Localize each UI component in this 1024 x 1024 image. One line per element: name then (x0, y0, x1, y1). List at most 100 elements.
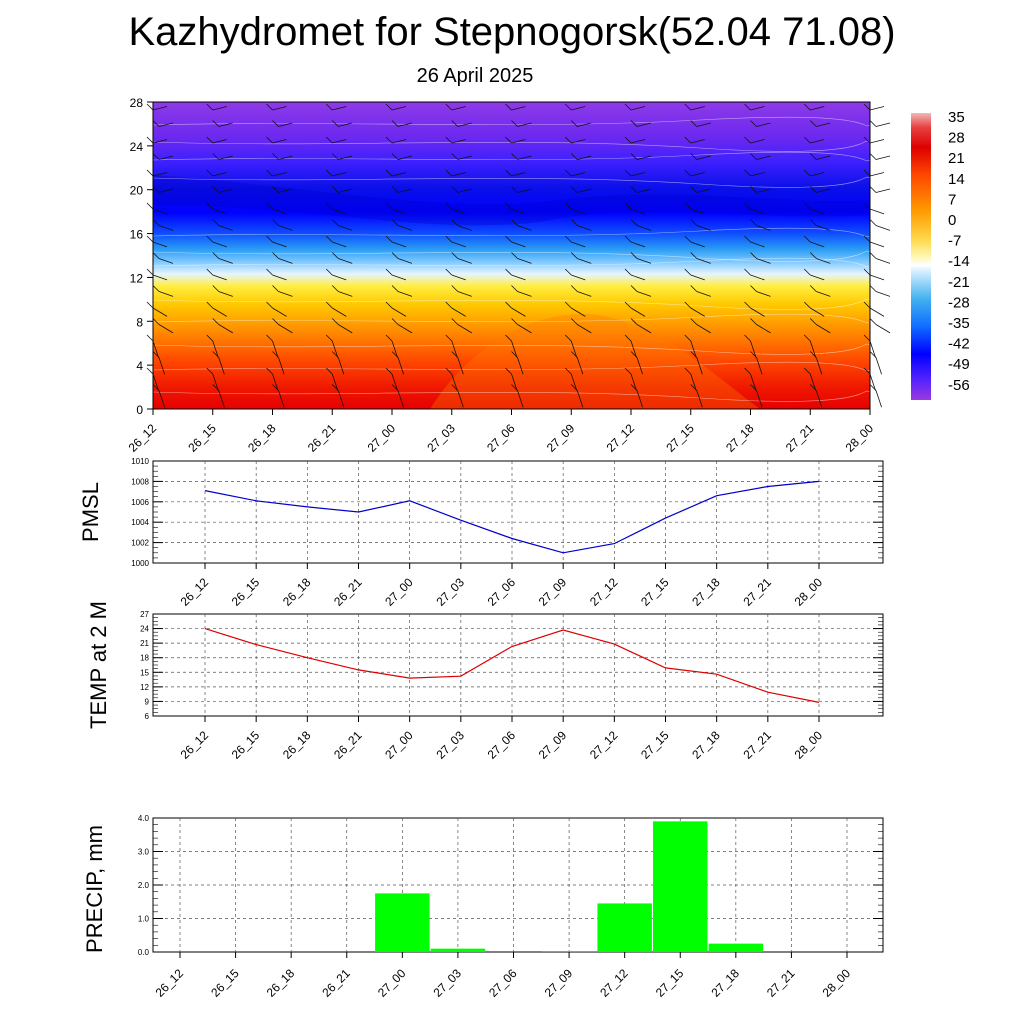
wind-barb (875, 258, 891, 264)
wind-barb (391, 241, 407, 248)
wind-barb-flag (385, 103, 393, 111)
wind-barb-flag (385, 268, 393, 276)
wind-barb-flag (212, 384, 220, 391)
wind-barb (875, 225, 891, 231)
y-axis-label: PRECIP, mm (82, 825, 107, 953)
wind-barb-flag (385, 169, 393, 177)
contour-line (152, 140, 871, 152)
wind-barb (690, 241, 705, 248)
wind-barb-flag (690, 153, 698, 160)
wind-barb-flag (505, 268, 512, 276)
wind-barb (457, 390, 464, 408)
wind-barb-flag (266, 235, 273, 243)
wind-barb-flag (445, 268, 453, 276)
wind-barb (338, 258, 353, 264)
wind-barb (397, 291, 413, 297)
wind-barb-flag (331, 252, 339, 259)
wind-barb-flag (505, 136, 512, 144)
wind-barb-flag (564, 367, 572, 375)
wind-barb-flag (690, 186, 698, 193)
wind-barb (152, 172, 168, 177)
y-tick-label: 27 (140, 610, 149, 619)
x-tick-label: 26_15 (185, 421, 219, 455)
wind-barb-flag (624, 169, 632, 177)
wind-barb (517, 390, 524, 408)
wind-barb (571, 307, 586, 317)
colorbar-label: -14 (948, 253, 970, 270)
wind-barb (869, 106, 885, 111)
wind-barb (576, 390, 584, 408)
wind-barb-flag (630, 384, 638, 391)
wind-barb-flag (272, 351, 279, 358)
colorbar-label: 7 (948, 191, 956, 208)
wind-barb (810, 274, 825, 281)
wind-barb-flag (869, 351, 877, 358)
wind-barb-flag (570, 285, 578, 292)
y-axis-label: PMSL (78, 482, 103, 542)
wind-barb-flag (684, 169, 692, 177)
wind-barb (577, 155, 592, 160)
wind-barb (212, 307, 227, 317)
colorbar (911, 113, 931, 400)
wind-barb (690, 307, 705, 317)
wind-barb-flag (325, 103, 333, 111)
wind-barb-flag (624, 202, 632, 210)
x-tick-label: 26_21 (305, 421, 339, 455)
wind-barb (152, 241, 168, 248)
wind-barb-flag (146, 301, 154, 309)
wind-barb-flag (809, 219, 817, 226)
wind-barb (756, 324, 771, 334)
wind-barb-flag (391, 318, 399, 325)
wind-barb (816, 324, 831, 334)
wind-barb (630, 139, 646, 144)
wind-barb-flag (451, 351, 459, 358)
wind-barb (630, 172, 646, 177)
wind-barb (809, 340, 817, 358)
wind-barb-flag (690, 285, 698, 292)
x-tick-label: 26_21 (331, 575, 365, 609)
colorbar-label: -28 (948, 294, 970, 311)
y-tick-label: 2.0 (138, 881, 150, 890)
wind-barb (272, 139, 287, 144)
wind-barb (577, 324, 592, 334)
wind-barb (636, 155, 652, 160)
wind-barb (332, 172, 347, 177)
wind-barb (636, 357, 643, 375)
wind-barb-flag (570, 252, 578, 259)
wind-barb (875, 390, 882, 408)
wind-barb (756, 122, 771, 127)
wind-barb-flag (445, 334, 453, 342)
wind-barb (816, 188, 831, 193)
colorbar-label: -7 (948, 233, 961, 250)
wind-barb-flag (809, 318, 817, 325)
wind-barb (451, 139, 466, 144)
wind-barb-flag (451, 285, 459, 292)
y-tick-label: 15 (140, 668, 149, 677)
y-tick-label: 0 (136, 403, 143, 417)
x-tick-label: 26_15 (208, 966, 242, 1000)
x-tick-label: 27_03 (424, 421, 458, 455)
wind-barb-flag (391, 219, 399, 226)
wind-barb (750, 340, 757, 358)
wind-barb (630, 208, 646, 215)
wind-barb (571, 172, 586, 177)
x-tick-label: 28_00 (843, 421, 877, 455)
wind-barb-flag (630, 318, 638, 325)
y-tick-label: 20 (130, 184, 144, 198)
wind-barb (278, 155, 293, 160)
wind-barb (810, 241, 825, 248)
wind-barb (158, 258, 174, 264)
wind-barb (158, 390, 165, 408)
wind-barb-flag (564, 169, 572, 177)
wind-barb (397, 324, 413, 334)
wind-barb (272, 172, 287, 177)
y-tick-label: 28 (130, 96, 144, 110)
x-tick-label: 27_15 (653, 966, 687, 1000)
wind-barb-flag (744, 367, 751, 375)
wind-barb-flag (809, 186, 817, 193)
precip-bar (541, 950, 597, 952)
wind-barb-flag (624, 268, 632, 276)
wind-barb (750, 172, 765, 177)
wind-barb-flag (212, 186, 220, 193)
x-tick-label: 27_03 (433, 728, 467, 762)
